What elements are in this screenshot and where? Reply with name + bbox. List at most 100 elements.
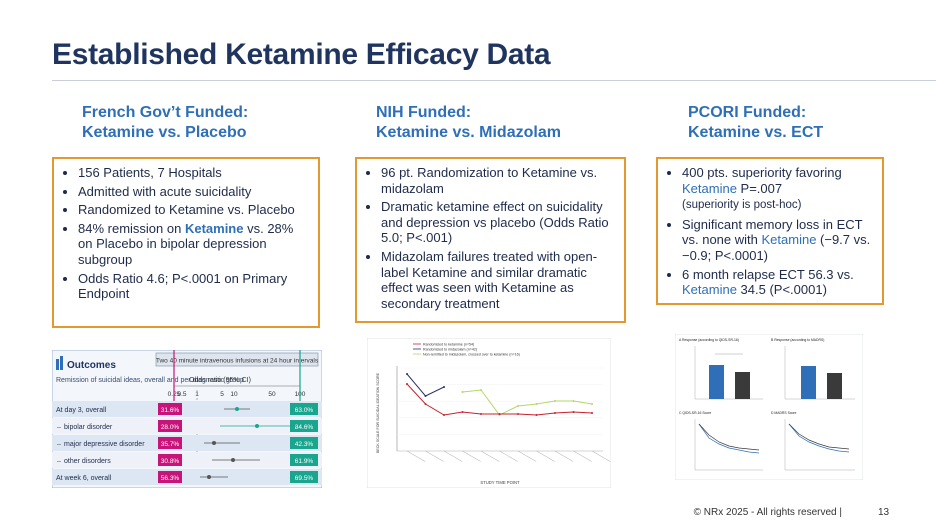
- crossover-series-point: [480, 389, 482, 391]
- forest-tick-label: 10: [230, 391, 238, 398]
- forest-plot-figure: Outcomes Two 40 minute intravenous infus…: [52, 350, 322, 488]
- crossover-series-point: [517, 405, 519, 407]
- line-chart-frame: [367, 338, 611, 488]
- x-tick-label-mark: [425, 450, 444, 462]
- line-chart-series: [406, 373, 593, 416]
- footer-copyright: © NRx 2025 - All rights reserved |: [693, 507, 842, 518]
- bullet-text: P=.007: [736, 180, 783, 196]
- col2-heading-line2: Ketamine vs. Midazolam: [376, 124, 561, 141]
- bullet-note: (superiority is post-hoc): [682, 199, 802, 212]
- panel-d-title: D MADRS Score: [771, 411, 797, 415]
- ketamine-value-badge: [290, 437, 318, 449]
- placebo-value: 35.7%: [161, 441, 180, 448]
- infusion-banner-box: [155, 352, 319, 367]
- forest-tick-label: 50: [268, 391, 276, 398]
- panel-c-ketamine-line: [698, 423, 760, 454]
- x-tick-label-mark: [573, 450, 592, 462]
- panel-c-title: C QIDS-SR-16 Score: [679, 411, 711, 415]
- bullet-text: vs. 28% on Placebo in bipolar depression…: [78, 220, 294, 267]
- col2-heading-line1: NIH Funded:: [376, 104, 472, 121]
- panel-a-title: A Response (according to QIDS-SR-16): [679, 338, 739, 342]
- forest-point-estimate: [207, 475, 211, 479]
- forest-row-bg: [52, 401, 322, 417]
- midazolam-series-point: [424, 395, 427, 397]
- crossover-series-point: [535, 403, 538, 405]
- x-tick-label-mark: [517, 450, 537, 462]
- crossover-series: [462, 389, 593, 416]
- col3-bullet: 6 month relapse ECT 56.3 vs. Ketamine 34…: [682, 267, 874, 298]
- infusion-banner: Two 40 minute intravenous infusions at 2…: [156, 358, 319, 365]
- line-chart-figure: Randomized to ketamine (n=54)Randomized …: [367, 338, 611, 488]
- midazolam-series-point: [406, 373, 408, 375]
- line-chart-x-ticks: [406, 450, 611, 462]
- bullet-text: 6 month relapse ECT 56.3 vs.: [682, 266, 854, 282]
- bullet-text: 34.5 (P<.0001): [736, 282, 827, 298]
- crossover-series-point: [554, 400, 556, 402]
- forest-row-label: At day 3, overall: [56, 407, 107, 414]
- ketamine-series-point: [443, 414, 445, 416]
- bullet-text: (−9.7 vs. −0.9; P<.0001): [682, 232, 871, 263]
- forest-plot-header: Outcomes: [67, 360, 116, 371]
- subgroup-marker: –: [57, 441, 61, 448]
- line-chart-xlabel: STUDY TIME POINT: [480, 480, 520, 485]
- slide-title: Established Ketamine Efficacy Data: [52, 38, 551, 71]
- col2-bullet: 96 pt. Randomization to Ketamine vs. mid…: [381, 165, 616, 196]
- col3-heading-line2: Ketamine vs. ECT: [688, 124, 824, 141]
- col3-heading: PCORI Funded: Ketamine vs. ECT: [688, 103, 823, 143]
- forest-point-estimate: [231, 458, 235, 462]
- col2-heading: NIH Funded: Ketamine vs. Midazolam: [376, 103, 561, 143]
- col1-bullet: Admitted with acute suicidality: [78, 184, 310, 200]
- ketamine-series-point: [498, 413, 501, 415]
- midazolam-series-point: [443, 386, 445, 388]
- forest-tick-label: 5: [220, 391, 224, 398]
- ketamine-highlight: Ketamine: [682, 282, 737, 298]
- forest-axis-title: Odds ratio (95% CI): [189, 377, 251, 384]
- ketamine-series-point: [591, 412, 593, 414]
- chart-icon-bar: [60, 356, 63, 370]
- panel-b-ketamine-bar: [801, 366, 816, 399]
- forest-point-estimate: [255, 424, 259, 428]
- x-tick-label-mark: [499, 450, 518, 462]
- ketamine-highlight: Ketamine: [184, 220, 244, 236]
- col1-bullet-box: 156 Patients, 7 Hospitals Admitted with …: [52, 157, 320, 328]
- placebo-value: 31.6%: [161, 407, 180, 414]
- ketamine-series-point: [406, 383, 408, 385]
- bullet-text: 400 pts. superiority favoring: [682, 165, 842, 180]
- panel-b-title: B Response (according to MADRS): [771, 338, 824, 342]
- col2-bullet: Dramatic ketamine effect on suicidality …: [381, 199, 616, 246]
- ketamine-series-point: [424, 403, 427, 405]
- forest-point-estimate: [235, 407, 239, 411]
- col2-bullet-box: 96 pt. Randomization to Ketamine vs. mid…: [355, 157, 626, 323]
- subgroup-marker: –: [57, 424, 61, 431]
- chart-icon: [56, 359, 59, 370]
- ketamine-series-point: [572, 411, 575, 413]
- forest-row-label: other disorders: [64, 458, 111, 465]
- col1-bullet: 84% remission on Ketamine vs. 28% on Pla…: [78, 221, 310, 268]
- title-divider: [52, 80, 936, 81]
- placebo-value-badge: [158, 420, 182, 432]
- bullet-text: 84% remission on: [78, 220, 185, 236]
- forest-row-label: major depressive disorder: [64, 441, 145, 448]
- placebo-value-badge: [158, 454, 182, 466]
- col1-heading-line1: French Gov’t Funded:: [82, 104, 249, 121]
- col1-bullet: 156 Patients, 7 Hospitals: [78, 165, 310, 181]
- ketamine-value: 42.3%: [295, 441, 314, 448]
- forest-plot-description: Remission of suicidal ideas, overall and…: [56, 377, 244, 384]
- forest-row-label: bipolar disorder: [64, 424, 113, 431]
- ketamine-value-badge: [290, 420, 318, 432]
- col3-bullet-box: 400 pts. superiority favoring Ketamine P…: [656, 157, 884, 305]
- crossover-series-point: [591, 403, 593, 405]
- ketamine-series-point: [554, 412, 556, 414]
- placebo-value: 28.0%: [161, 424, 180, 431]
- ketamine-value: 69.5%: [295, 475, 314, 482]
- x-tick-label-mark: [480, 450, 500, 462]
- placebo-value-badge: [158, 471, 182, 483]
- ect-figure-panels: A Response (according to QIDS-SR-16) B R…: [675, 334, 863, 480]
- forest-rows: At day 3, overall 31.6% 63.0%– bipolar diso…: [52, 401, 322, 485]
- x-tick-label-mark: [591, 450, 611, 462]
- ketamine-value-badge: [290, 454, 318, 466]
- line-chart-legend: Randomized to ketamine (n=54)Randomized …: [413, 342, 520, 356]
- bullet-text: Significant memory loss in ECT vs. none …: [682, 216, 863, 248]
- x-tick-label-mark: [554, 450, 574, 462]
- placebo-value-badge: [158, 403, 182, 415]
